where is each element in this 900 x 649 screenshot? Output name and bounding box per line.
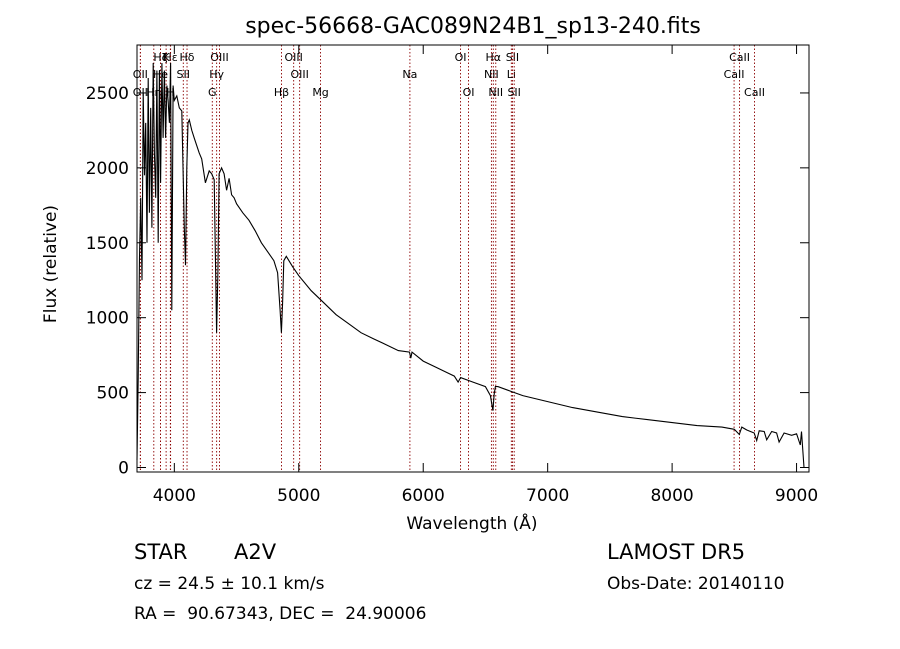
marker-label-19: Hγ — [209, 68, 224, 81]
info-radec: RA = 90.67343, DEC = 24.90006 — [134, 604, 427, 624]
info-survey: LAMOST DR5 — [607, 540, 746, 564]
marker-label-0: Hβ — [274, 86, 289, 99]
y-tick-label-4: 2000 — [86, 159, 129, 179]
marker-label-6: OI — [463, 86, 475, 99]
x-tick-label-1: 5000 — [277, 486, 320, 506]
marker-label-4: Na — [402, 68, 417, 81]
marker-label-14: CaII — [724, 68, 745, 81]
y-tick-label-3: 1500 — [86, 234, 129, 254]
marker-label-23: K — [163, 51, 171, 64]
marker-label-15: CaII — [744, 86, 765, 99]
x-tick-label-0: 4000 — [153, 486, 196, 506]
marker-label-21: Hε — [163, 51, 177, 64]
marker-label-1: Mg — [312, 86, 328, 99]
marker-label-20: G — [208, 86, 217, 99]
y-tick-label-1: 500 — [97, 384, 129, 404]
y-axis-label: Flux (relative) — [41, 205, 61, 323]
x-tick-label-4: 8000 — [650, 486, 693, 506]
info-class: STAR — [134, 540, 188, 564]
y-tick-label-0: 0 — [118, 459, 129, 479]
axis-ticks: 4000 5000 6000 7000 8000 9000 0 500 1000 1500 2000… — [86, 45, 818, 506]
info-subclass: A2V — [234, 540, 277, 564]
x-tick-label-3: 7000 — [526, 486, 569, 506]
marker-label-12: SII — [507, 86, 520, 99]
spectrum-line — [136, 62, 805, 468]
marker-label-10: SII — [506, 51, 519, 64]
marker-label-18: OIII — [210, 51, 228, 64]
marker-label-16: Hδ — [180, 51, 195, 64]
marker-label-9: NII — [488, 86, 503, 99]
marker-label-22: Hζ — [153, 51, 167, 64]
x-axis-label: Wavelength (Å) — [406, 512, 537, 534]
info-cz: cz = 24.5 ± 10.1 km/s — [134, 574, 325, 594]
y-tick-label-5: 2500 — [86, 84, 129, 104]
y-tick-label-2: 1000 — [86, 309, 129, 329]
chart-title: spec-56668-GAC089N24B1_sp13-240.fits — [245, 14, 701, 39]
x-tick-label-5: 9000 — [775, 486, 818, 506]
marker-label-8: NII — [484, 68, 499, 81]
marker-label-13: CaII — [729, 51, 750, 64]
marker-label-5: OI — [455, 51, 467, 64]
marker-label-2: OIII — [284, 51, 302, 64]
line-markers: Hβ Mg OIII OIII Na OI OI Hα NII NII SII Li SII CaII Ca… — [133, 45, 765, 472]
x-tick-label-2: 6000 — [402, 486, 445, 506]
marker-label-3: OIII — [290, 68, 308, 81]
marker-label-7: Hα — [486, 51, 502, 64]
marker-label-25: He — [153, 68, 168, 81]
info-obs-date: Obs-Date: 20140110 — [607, 574, 785, 594]
marker-label-11: Li — [507, 68, 516, 81]
marker-label-17: SII — [177, 68, 190, 81]
plot-frame — [136, 44, 810, 473]
